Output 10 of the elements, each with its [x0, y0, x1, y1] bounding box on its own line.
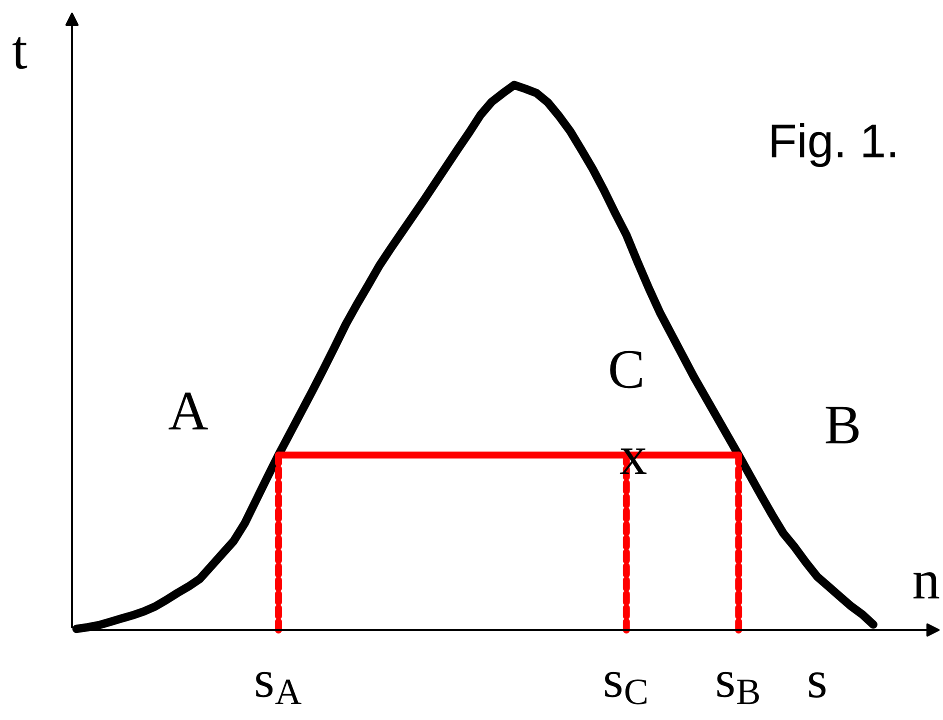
- annotation: Fig. 1.: [772, 122, 895, 168]
- y-axis-title: t: [12, 37, 28, 69]
- x-tick-label: s$_{C}$: [605, 672, 646, 704]
- annotation: A: [168, 392, 208, 430]
- x-axis-title: n: [914, 572, 940, 598]
- x-tick-label: s$_{B}$: [717, 672, 759, 704]
- x-tick-label: s$_{A}$: [256, 672, 302, 704]
- annotation: C: [610, 350, 642, 388]
- annotation: B: [826, 406, 859, 444]
- x-tick-label: s: [809, 672, 826, 698]
